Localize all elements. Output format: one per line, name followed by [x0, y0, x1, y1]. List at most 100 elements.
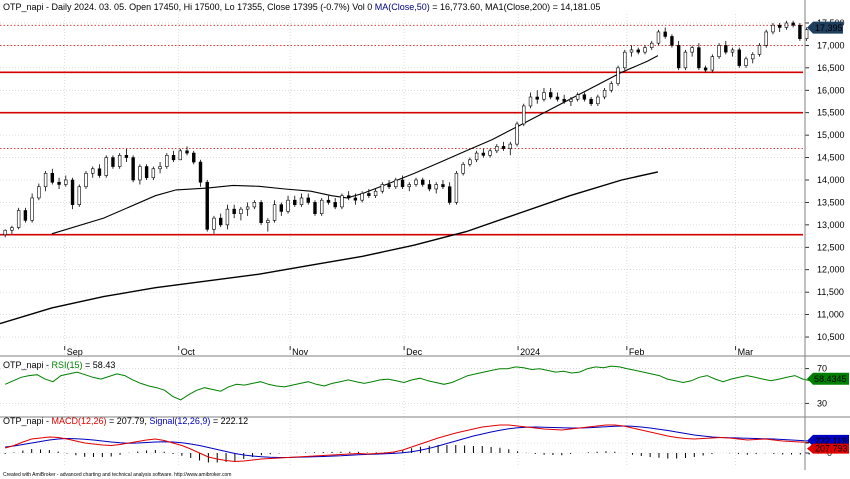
macd-last-badge [807, 443, 849, 454]
candle-down [218, 217, 223, 226]
header-part: = 58.43 [83, 360, 116, 370]
price-tick-label: 11,500 [817, 287, 844, 297]
price-header: OTP_napi - Daily 2024. 03. 05. Open 1745… [3, 2, 600, 12]
candle-up [717, 45, 721, 57]
candle-up [394, 179, 398, 188]
candle-up [650, 42, 654, 48]
candle-up [528, 96, 533, 107]
candle-up [656, 31, 661, 44]
price-tick-label: 13,000 [817, 220, 845, 230]
macd-last-text: 207.793 [815, 444, 848, 454]
candle-up [212, 217, 216, 230]
candle-up [730, 49, 735, 53]
candle-down [582, 94, 587, 100]
candle-up [508, 143, 512, 149]
last-price-label: 17,395 [807, 21, 843, 34]
header-part: MA(Close,50) [375, 2, 430, 12]
candle-up [683, 51, 688, 69]
candle-down [562, 98, 566, 102]
candle-down [791, 22, 795, 26]
candle-up [407, 184, 411, 188]
candle-down [663, 31, 667, 37]
candle-down [50, 172, 55, 183]
candle-down [670, 36, 674, 46]
candle-down [676, 45, 681, 69]
candle-up [239, 208, 243, 214]
x-tick-label: Oct [181, 347, 196, 357]
header-part: = 222.12 [210, 416, 248, 426]
candle-down [205, 181, 209, 230]
candle-down [441, 184, 445, 188]
candle-up [252, 202, 257, 208]
candle-down [131, 157, 135, 181]
candle-down [326, 199, 331, 203]
candle-down [279, 204, 284, 212]
rsi-header: OTP_napi - RSI(15) = 58.43 [3, 360, 115, 370]
candle-up [117, 155, 122, 167]
candle-down [57, 181, 61, 185]
ma200-line [0, 171, 659, 325]
candle-up [461, 163, 465, 174]
candle-up [764, 31, 768, 46]
candle-up [340, 195, 344, 208]
candle-up [710, 56, 715, 71]
candle-up [771, 24, 775, 33]
candle-up [272, 204, 277, 221]
price-tick-label: 12,500 [817, 242, 845, 252]
candle-up [360, 193, 364, 201]
candle-up [104, 157, 108, 176]
macd-header: OTP_napi - MACD(12,26) = 207.79, Signal(… [3, 416, 248, 426]
candle-up [3, 229, 7, 236]
header-part: = 16,773.60, MA1(Close,200) = 14,181.05 [430, 2, 601, 12]
candle-up [629, 49, 634, 53]
candle-up [609, 83, 614, 91]
candle-up [434, 184, 438, 190]
candle-down [293, 199, 297, 205]
candle-up [10, 227, 14, 231]
candle-up [596, 96, 600, 105]
candle-down [23, 210, 28, 221]
candle-down [232, 208, 236, 214]
candle-up [37, 186, 41, 199]
rsi-line [4, 365, 820, 401]
rsi-tick-label: 70 [817, 364, 827, 374]
price-support-resistance-lines [0, 24, 803, 236]
price-tick-label: 12,000 [817, 265, 845, 275]
candle-down [427, 184, 432, 190]
last-price-badge [807, 21, 843, 34]
candle-up [488, 150, 492, 156]
header-part: Signal(12,26,9) [149, 416, 210, 426]
candle-up [454, 172, 459, 203]
candle-down [144, 166, 149, 179]
candle-up [245, 206, 250, 210]
candle-up [165, 155, 169, 167]
candle-down [481, 152, 486, 156]
x-tick-label: Sep [67, 347, 83, 357]
candle-down [259, 202, 263, 223]
candle-down [198, 161, 203, 183]
x-tick-label: Feb [629, 347, 645, 357]
price-tick-label: 16,000 [817, 85, 845, 95]
price-tick-label: 11,000 [817, 310, 844, 320]
ma50-path [51, 55, 659, 235]
price-gridlines [0, 14, 803, 466]
price-tick-label: 15,000 [817, 130, 845, 140]
candle-down [421, 179, 425, 185]
candle-up [623, 51, 627, 69]
price-tick-label: 13,500 [817, 197, 845, 207]
candle-down [697, 47, 701, 69]
candle-up [77, 186, 81, 205]
macd-signal-line [5, 425, 819, 458]
price-tick-label: 16,500 [817, 63, 845, 73]
candle-up [30, 197, 34, 221]
candle-down [346, 195, 351, 199]
candle-down [447, 186, 452, 203]
price-tick-label: 17,000 [817, 40, 845, 50]
candle-down [333, 202, 337, 208]
candle-up [757, 45, 762, 55]
candle-up [751, 54, 755, 60]
candle-up [744, 58, 748, 66]
candle-up [373, 190, 378, 197]
